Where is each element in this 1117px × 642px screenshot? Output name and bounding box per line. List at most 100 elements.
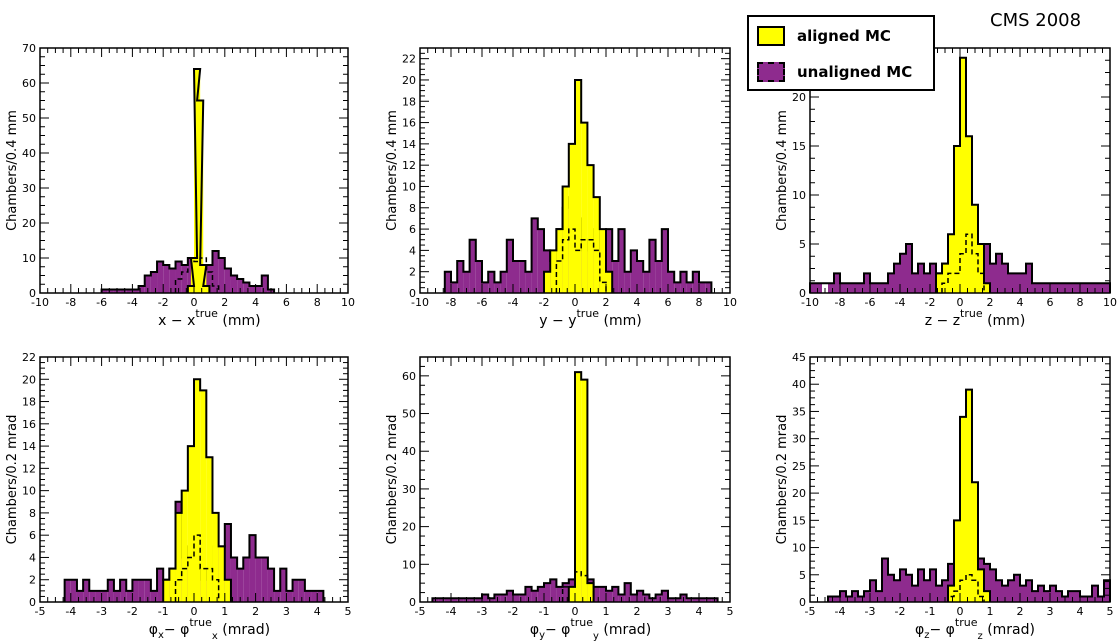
y-tick-label: 25 xyxy=(792,460,806,473)
unaligned-bar xyxy=(83,579,90,602)
unaligned-bar xyxy=(1104,580,1110,602)
unaligned-bar xyxy=(674,598,681,602)
unaligned-bar xyxy=(1026,263,1032,293)
y-tick-label: 30 xyxy=(792,433,806,446)
x-axis-label: φx− φtruex (mrad) xyxy=(149,616,270,642)
unaligned-bar xyxy=(562,583,569,602)
unaligned-bar xyxy=(280,568,287,602)
unaligned-bar xyxy=(76,590,84,602)
y-tick-label: 10 xyxy=(792,189,806,202)
y-tick-label: 8 xyxy=(29,507,36,520)
aligned-bar xyxy=(581,122,588,293)
unaligned-bar xyxy=(494,282,501,293)
unaligned-bar xyxy=(311,590,318,602)
aligned-bar xyxy=(187,446,194,602)
x-tick-label: 8 xyxy=(1077,296,1084,309)
legend-item-unaligned: unaligned MC xyxy=(757,59,912,85)
unaligned-bar xyxy=(864,591,870,602)
y-tick-label: 6 xyxy=(409,223,416,236)
unaligned-bar xyxy=(924,273,930,293)
unaligned-bar xyxy=(531,590,538,602)
unaligned-bar xyxy=(996,580,1002,602)
unaligned-bar xyxy=(138,579,145,602)
unaligned-bar xyxy=(163,265,170,293)
y-tick-label: 12 xyxy=(402,159,416,172)
x-tick-label: -10 xyxy=(31,296,49,309)
x-tick-label: -6 xyxy=(96,296,107,309)
histogram-panel-3: -5 -4 -3 -2 -1 0 1 2 3 4 50246810121416182022Chamb… xyxy=(5,351,352,642)
unaligned-bar xyxy=(599,586,606,602)
unaligned-bar xyxy=(218,258,225,293)
unaligned-bar xyxy=(936,585,942,602)
unaligned-bar xyxy=(680,271,687,293)
aligned-bar xyxy=(942,263,948,293)
unaligned-bar xyxy=(126,590,133,602)
aligned-bar xyxy=(972,482,978,602)
y-tick-label: 20 xyxy=(22,217,36,230)
unaligned-bar xyxy=(1056,591,1062,602)
unaligned-bar xyxy=(1038,283,1044,293)
unaligned-bar xyxy=(876,591,882,602)
y-tick-label: 4 xyxy=(409,244,416,257)
aligned-bar xyxy=(194,379,201,602)
aligned-bar xyxy=(581,379,588,602)
x-axis-label: y − ytrue (mm) xyxy=(539,307,641,329)
aligned-bar xyxy=(212,512,219,602)
unaligned-bar xyxy=(593,586,600,602)
y-tick-label: 0 xyxy=(409,287,416,300)
x-tick-label: 8 xyxy=(696,296,703,309)
unaligned-bar xyxy=(686,598,693,602)
x-tick-label: -6 xyxy=(477,296,488,309)
unaligned-bar xyxy=(267,568,275,602)
unaligned-bar xyxy=(113,590,121,602)
unaligned-bar xyxy=(1044,283,1050,293)
y-tick-label: 22 xyxy=(402,53,416,66)
unaligned-bar xyxy=(876,283,882,293)
histogram-panel-4: -5 -4 -3 -2 -1 0 1 2 3 4 50102030405060Chambers/0.… xyxy=(385,356,734,642)
unaligned-bar xyxy=(858,596,864,602)
unaligned-bar xyxy=(834,596,840,602)
aligned-outline xyxy=(162,378,232,602)
unaligned-bar xyxy=(846,283,852,293)
unaligned-bar xyxy=(1086,596,1092,602)
x-tick-label: 0 xyxy=(957,605,964,618)
unaligned-bar xyxy=(1086,283,1092,293)
aligned-bar xyxy=(200,265,207,293)
unaligned-bar xyxy=(261,557,268,602)
histogram-panel-0: -10 -8 -6 -4 -2 0 2 4 6 8 10 0 10 20 30 40 50 60 70 Chamber… xyxy=(5,42,355,329)
unaligned-bar xyxy=(606,590,613,602)
unaligned-core-outline xyxy=(174,257,220,293)
unaligned-bar xyxy=(237,568,244,602)
aligned-bar xyxy=(206,457,213,602)
unaligned-bar xyxy=(230,557,238,602)
legend-swatch-aligned xyxy=(757,26,785,46)
unaligned-bar xyxy=(506,590,513,602)
unaligned-core-outline xyxy=(174,534,220,602)
aligned-bar xyxy=(568,143,575,293)
unaligned-bar xyxy=(1098,596,1104,602)
aligned-outline xyxy=(947,388,991,602)
aligned-bar xyxy=(936,273,942,293)
unaligned-bar xyxy=(1002,263,1008,293)
legend-swatch-unaligned xyxy=(757,62,785,82)
unaligned-bar xyxy=(618,229,625,293)
unaligned-bar xyxy=(1068,591,1074,602)
unaligned-bar xyxy=(519,261,526,293)
unaligned-bar xyxy=(692,271,699,293)
aligned-bar xyxy=(948,234,954,293)
unaligned-bar xyxy=(150,272,158,293)
unaligned-bar xyxy=(918,569,924,602)
unaligned-bar xyxy=(858,283,864,293)
unaligned-bar xyxy=(212,251,219,293)
x-tick-label: -8 xyxy=(65,296,76,309)
aligned-bar xyxy=(550,250,557,293)
unaligned-bar xyxy=(70,579,77,602)
unaligned-bar xyxy=(852,591,858,602)
y-tick-label: 50 xyxy=(22,112,36,125)
x-tick-label: -8 xyxy=(835,296,846,309)
unaligned-bar xyxy=(463,271,470,293)
x-tick-label: 2 xyxy=(603,296,610,309)
aligned-outline xyxy=(935,56,991,293)
aligned-bar xyxy=(175,512,182,602)
x-tick-label: 6 xyxy=(665,296,672,309)
